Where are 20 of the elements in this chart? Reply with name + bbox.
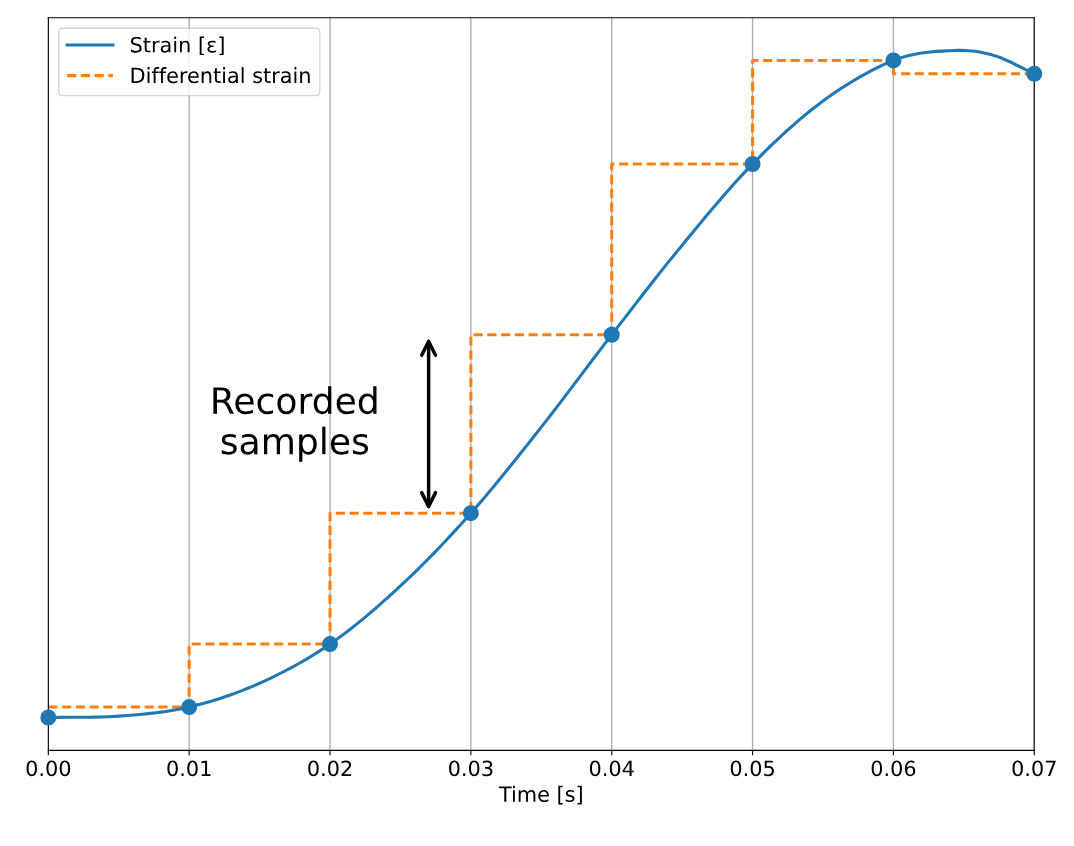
point: [1026, 65, 1043, 82]
legend-label: Strain [ε]: [130, 36, 224, 56]
x-tick-label: 0.00: [26, 760, 71, 777]
point: [462, 505, 479, 522]
point: [322, 636, 339, 653]
annotation: Recorded samples: [213, 386, 377, 462]
legend-label: Differential strain: [131, 67, 310, 84]
point: [181, 699, 198, 715]
x-tick-label: 0.07: [1012, 760, 1056, 777]
point: [603, 326, 620, 343]
x-tick-label: 0.01: [167, 760, 211, 777]
point: [744, 156, 761, 172]
x-tick-label: 0.05: [730, 760, 774, 777]
x-tick-label: 0.06: [871, 760, 916, 777]
x-tick-label: 0.03: [449, 760, 493, 777]
x-tick-label: 0.04: [589, 760, 634, 777]
x-tick-label: 0.02: [308, 760, 352, 777]
x-axis-title: Time [s]: [498, 785, 582, 805]
point: [885, 52, 902, 69]
point: [40, 709, 57, 726]
